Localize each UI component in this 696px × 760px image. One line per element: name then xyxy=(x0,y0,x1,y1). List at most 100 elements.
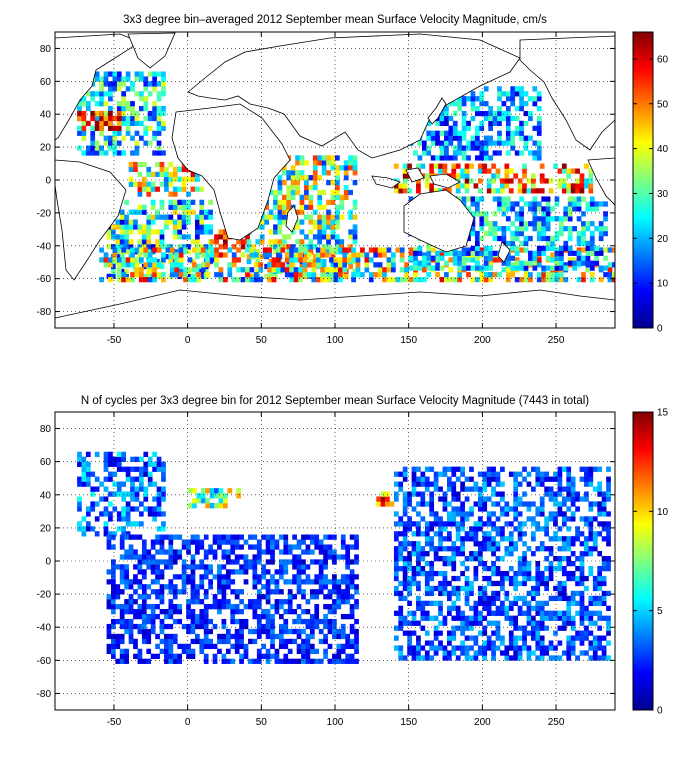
data-cell xyxy=(554,255,560,261)
data-cell xyxy=(181,539,187,545)
data-cell xyxy=(612,272,615,278)
data-cell xyxy=(451,521,457,527)
data-cell xyxy=(354,618,359,625)
data-cell xyxy=(588,178,594,184)
data-cell xyxy=(337,247,343,253)
data-cell xyxy=(475,196,480,202)
data-cell xyxy=(517,471,523,477)
data-cell xyxy=(134,76,140,82)
data-cell xyxy=(452,101,458,107)
data-cell xyxy=(404,267,409,273)
data-cell xyxy=(152,71,157,77)
data-cell xyxy=(268,273,274,279)
data-cell xyxy=(314,658,320,664)
data-cell xyxy=(606,531,611,537)
data-cell xyxy=(420,491,426,497)
data-cell xyxy=(125,76,131,82)
data-cell xyxy=(544,600,549,606)
data-cell xyxy=(314,623,320,630)
data-cell xyxy=(221,579,227,585)
data-cell xyxy=(407,610,412,616)
data-cell xyxy=(416,570,421,577)
data-cell xyxy=(203,534,209,540)
data-cell xyxy=(513,595,519,602)
data-cell xyxy=(466,265,471,271)
data-cell xyxy=(473,521,479,527)
data-cell xyxy=(146,239,152,245)
data-cell xyxy=(290,175,296,181)
data-cell xyxy=(108,110,113,117)
data-cell xyxy=(152,101,157,107)
data-cell xyxy=(119,648,125,655)
data-cell xyxy=(196,247,202,253)
data-cell xyxy=(544,491,549,497)
data-cell xyxy=(557,491,563,497)
data-cell xyxy=(497,110,502,117)
data-cell xyxy=(601,600,607,606)
data-cell xyxy=(508,615,514,621)
data-cell xyxy=(181,209,187,215)
data-cell xyxy=(416,556,421,562)
data-cell xyxy=(230,609,236,615)
data-cell xyxy=(349,534,355,540)
data-cell xyxy=(486,531,492,537)
data-cell xyxy=(125,471,131,477)
data-cell xyxy=(402,466,408,472)
data-cell xyxy=(146,658,152,664)
data-cell xyxy=(354,574,359,580)
data-cell xyxy=(309,658,315,664)
data-cell xyxy=(442,466,448,472)
data-cell xyxy=(252,579,258,585)
data-cell xyxy=(539,605,545,611)
data-cell xyxy=(389,501,395,507)
data-cell xyxy=(407,640,412,646)
data-cell xyxy=(424,575,430,582)
data-cell xyxy=(270,638,275,645)
data-cell xyxy=(442,580,448,587)
data-cell xyxy=(270,579,275,585)
data-cell xyxy=(519,216,524,222)
data-cell xyxy=(277,184,283,191)
data-cell xyxy=(311,277,317,283)
data-cell xyxy=(172,191,178,197)
data-cell xyxy=(442,491,448,497)
data-cell xyxy=(421,267,427,273)
data-cell xyxy=(302,267,308,273)
data-cell xyxy=(451,575,457,582)
data-cell xyxy=(545,211,551,217)
data-cell xyxy=(385,501,390,507)
data-cell xyxy=(455,476,461,482)
x-tick-label: 150 xyxy=(400,335,417,346)
data-cell xyxy=(469,590,474,597)
data-cell xyxy=(340,628,346,635)
data-cell xyxy=(124,268,129,275)
data-cell xyxy=(482,645,488,651)
data-cell xyxy=(563,245,569,252)
data-cell xyxy=(444,115,449,122)
data-cell xyxy=(225,579,231,585)
data-cell xyxy=(336,633,342,640)
data-cell xyxy=(177,219,183,225)
data-cell xyxy=(402,163,408,169)
data-cell xyxy=(214,234,219,240)
data-cell xyxy=(301,643,306,650)
data-cell xyxy=(504,536,510,542)
data-cell xyxy=(504,178,510,184)
data-cell xyxy=(270,653,275,659)
data-cell xyxy=(146,559,152,565)
data-cell xyxy=(601,561,607,567)
data-cell xyxy=(108,125,113,131)
data-cell xyxy=(482,585,488,592)
data-cell xyxy=(296,574,302,580)
data-cell xyxy=(563,277,569,283)
data-cell xyxy=(501,101,507,107)
data-cell xyxy=(305,658,311,664)
data-cell xyxy=(492,196,498,202)
data-cell xyxy=(155,171,160,178)
data-cell xyxy=(424,600,430,606)
data-cell xyxy=(500,188,505,194)
data-cell xyxy=(183,272,188,278)
data-cell xyxy=(125,130,131,136)
data-cell xyxy=(85,461,91,467)
data-cell xyxy=(116,456,122,462)
